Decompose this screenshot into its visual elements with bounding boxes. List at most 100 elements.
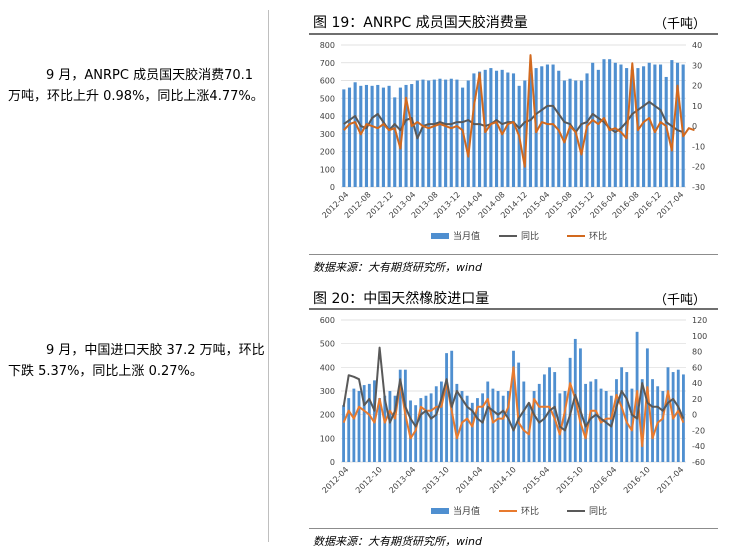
fig20-bar bbox=[414, 405, 418, 462]
fig19-ytick-label: 800 bbox=[320, 41, 335, 50]
fig20-ytick-label: 0 bbox=[330, 458, 335, 467]
fig20-ytick-label: 400 bbox=[320, 363, 335, 372]
fig20-bar bbox=[424, 395, 428, 462]
fig20-bar bbox=[460, 391, 464, 462]
fig19-ytick-label: 500 bbox=[320, 94, 335, 103]
fig19-legend-label: 当月值 bbox=[453, 230, 480, 242]
fig20-ytick-label: 300 bbox=[320, 387, 335, 396]
fig20-bar bbox=[609, 395, 613, 462]
fig19-legend-label: 环比 bbox=[589, 230, 607, 242]
fig20-unit: （千吨） bbox=[654, 293, 707, 308]
fig20-y2tick-label: -40 bbox=[692, 442, 705, 451]
fig20-legend-label: 同比 bbox=[589, 505, 607, 517]
fig19-bar bbox=[472, 73, 476, 187]
fig20-bar bbox=[620, 367, 624, 462]
fig20-bar bbox=[383, 395, 387, 462]
fig19-bar bbox=[415, 80, 419, 187]
fig20-ytick-label: 500 bbox=[320, 340, 335, 349]
fig19-bar bbox=[393, 97, 397, 187]
fig19-bar bbox=[613, 62, 617, 187]
fig20-chart: 6005004003002001000120100806040200-20-40… bbox=[320, 316, 708, 517]
paragraph-anrpc-consumption: 9 月，ANRPC 成员国天胶消费70.1 万吨，环比上升 0.98%，同比上涨… bbox=[8, 68, 264, 104]
fig20-xtick-label: 2012-10 bbox=[354, 465, 384, 495]
fig19-bar bbox=[342, 89, 346, 187]
fig19-bar bbox=[642, 66, 646, 187]
fig19-bar bbox=[404, 84, 408, 187]
fig20-bar bbox=[465, 395, 469, 462]
fig19-ytick-label: 600 bbox=[320, 77, 335, 86]
fig20-xtick-label: 2013-10 bbox=[421, 465, 451, 495]
fig20-y2tick-label: 0 bbox=[692, 411, 697, 420]
fig19-bar bbox=[489, 68, 493, 187]
fig20-bar bbox=[625, 372, 629, 462]
fig20-bar bbox=[563, 391, 567, 462]
fig20-bar bbox=[501, 395, 505, 462]
fig19-legend-label: 同比 bbox=[521, 230, 539, 242]
fig20-bar bbox=[481, 393, 485, 462]
fig19-y2tick-label: 0 bbox=[692, 122, 697, 131]
fig20-xtick-label: 2017-04 bbox=[655, 465, 685, 495]
fig20-bar bbox=[429, 393, 433, 462]
fig19-ytick-label: 200 bbox=[320, 148, 335, 157]
fig19-bar bbox=[596, 69, 600, 187]
fig20-bar bbox=[347, 398, 351, 462]
fig20-y2tick-label: 100 bbox=[692, 332, 707, 341]
fig20-xtick-label: 2012-04 bbox=[320, 465, 350, 495]
fig20-y2tick-label: 120 bbox=[692, 316, 707, 325]
fig20-y2tick-label: 20 bbox=[692, 395, 702, 404]
fig19-y2tick-label: -10 bbox=[692, 142, 705, 151]
fig19-bar bbox=[347, 87, 352, 187]
fig20-bar bbox=[661, 391, 665, 462]
fig19-bar bbox=[381, 87, 385, 187]
fig20-bar bbox=[548, 367, 551, 462]
fig19-y2tick-label: 10 bbox=[692, 102, 702, 111]
fig19-y2tick-label: 40 bbox=[692, 41, 702, 50]
fig19-ytick-label: 300 bbox=[320, 130, 335, 139]
fig19-ytick-label: 400 bbox=[320, 112, 335, 121]
fig19-bar bbox=[670, 60, 674, 187]
fig20-bar bbox=[367, 383, 371, 462]
fig19-bar bbox=[653, 64, 657, 187]
fig20-bar bbox=[393, 395, 397, 462]
fig20-legend-label: 环比 bbox=[521, 505, 539, 517]
fig20-ytick-label: 200 bbox=[320, 411, 335, 420]
fig20-bar bbox=[476, 398, 479, 462]
fig19-bar bbox=[562, 80, 566, 187]
fig19-chart: 8007006005004003002001000403020100-10-20… bbox=[320, 41, 705, 242]
fig20-bottom-rule bbox=[309, 528, 718, 529]
fig20-bar bbox=[579, 348, 582, 462]
fig19-bar bbox=[364, 84, 369, 187]
fig20-bar bbox=[352, 388, 356, 462]
fig20-bar bbox=[470, 402, 474, 462]
fig19-bar bbox=[506, 72, 510, 187]
fig20-bar bbox=[388, 391, 392, 462]
fig20-bar bbox=[589, 381, 593, 462]
fig20-bar bbox=[357, 391, 361, 462]
fig20-xtick-label: 2014-04 bbox=[454, 465, 484, 495]
fig20-bar bbox=[445, 353, 448, 462]
fig19-bar bbox=[410, 84, 414, 187]
fig20-xtick-label: 2015-04 bbox=[521, 465, 551, 495]
fig19-title: 图 19：ANRPC 成员国天胶消费量 bbox=[313, 15, 528, 31]
fig20-y2tick-label: 60 bbox=[692, 363, 702, 372]
fig20-bar bbox=[398, 369, 402, 462]
fig20-title: 图 20：中国天然橡胶进口量 bbox=[313, 291, 490, 307]
fig19-bar bbox=[461, 87, 465, 187]
fig20-xtick-label: 2016-04 bbox=[588, 465, 618, 495]
fig20-bar bbox=[512, 350, 515, 462]
fig20-y2tick-label: 40 bbox=[692, 379, 702, 388]
fig20-bar bbox=[676, 369, 680, 462]
fig20-bar bbox=[455, 383, 459, 462]
fig20-bar bbox=[342, 405, 345, 462]
fig19-bar bbox=[568, 78, 572, 187]
fig20-bar bbox=[506, 391, 510, 462]
fig20-xtick-label: 2016-10 bbox=[622, 465, 652, 495]
fig20-bar bbox=[599, 388, 603, 462]
fig20-bar bbox=[645, 348, 649, 462]
fig20-bar bbox=[615, 379, 618, 462]
fig19-top-rule bbox=[309, 33, 718, 35]
fig19-bar bbox=[647, 62, 651, 187]
fig19-bar bbox=[540, 66, 544, 187]
fig19-bar bbox=[528, 72, 533, 187]
fig19-bar bbox=[398, 87, 402, 187]
